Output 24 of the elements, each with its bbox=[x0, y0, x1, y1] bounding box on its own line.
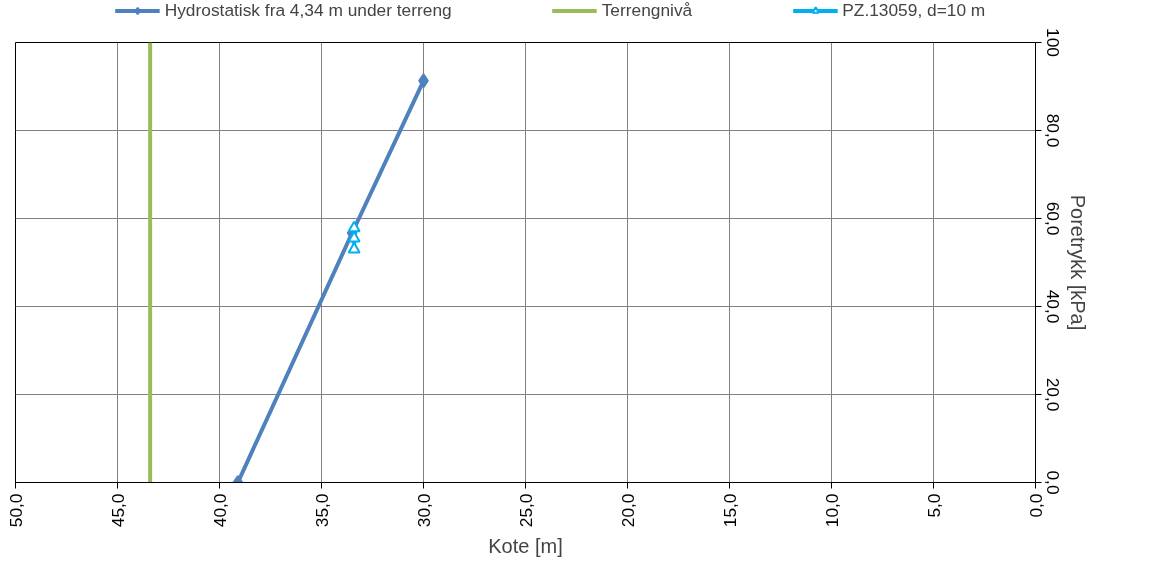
x-tick-label: 0,0 bbox=[1025, 493, 1046, 518]
y-tick-label: 40,0 bbox=[1042, 289, 1063, 324]
x-tick-label: 5,0 bbox=[923, 493, 944, 518]
legend-label: Hydrostatisk fra 4,34 m under terreng bbox=[164, 0, 452, 21]
x-tick-label: 25,0 bbox=[515, 493, 536, 528]
y-axis-title: Poretrykk [kPa] bbox=[1066, 194, 1089, 331]
y-tick-label: 100 bbox=[1042, 28, 1063, 57]
x-tick-label: 20,0 bbox=[617, 493, 638, 528]
legend-label: Terrengnivå bbox=[601, 0, 693, 21]
x-tick-label: 40,0 bbox=[209, 493, 230, 528]
x-tick-label: 35,0 bbox=[311, 493, 332, 528]
x-tick-label: 50,0 bbox=[5, 493, 26, 528]
x-tick-label: 10,0 bbox=[821, 493, 842, 528]
x-tick-label: 15,0 bbox=[719, 493, 740, 528]
x-axis-title: Kote [m] bbox=[488, 535, 563, 558]
y-tick-label: 20,0 bbox=[1042, 377, 1063, 412]
point bbox=[347, 220, 361, 233]
x-tick-label: 45,0 bbox=[107, 493, 128, 528]
y-tick-label: 60,0 bbox=[1042, 201, 1063, 236]
x-tick-label: 30,0 bbox=[413, 493, 434, 528]
y-tick-label: 0,0 bbox=[1042, 470, 1063, 495]
point bbox=[347, 241, 361, 254]
legend-label: PZ.13059, d=10 m bbox=[842, 0, 986, 21]
y-tick-label: 80,0 bbox=[1042, 113, 1063, 148]
